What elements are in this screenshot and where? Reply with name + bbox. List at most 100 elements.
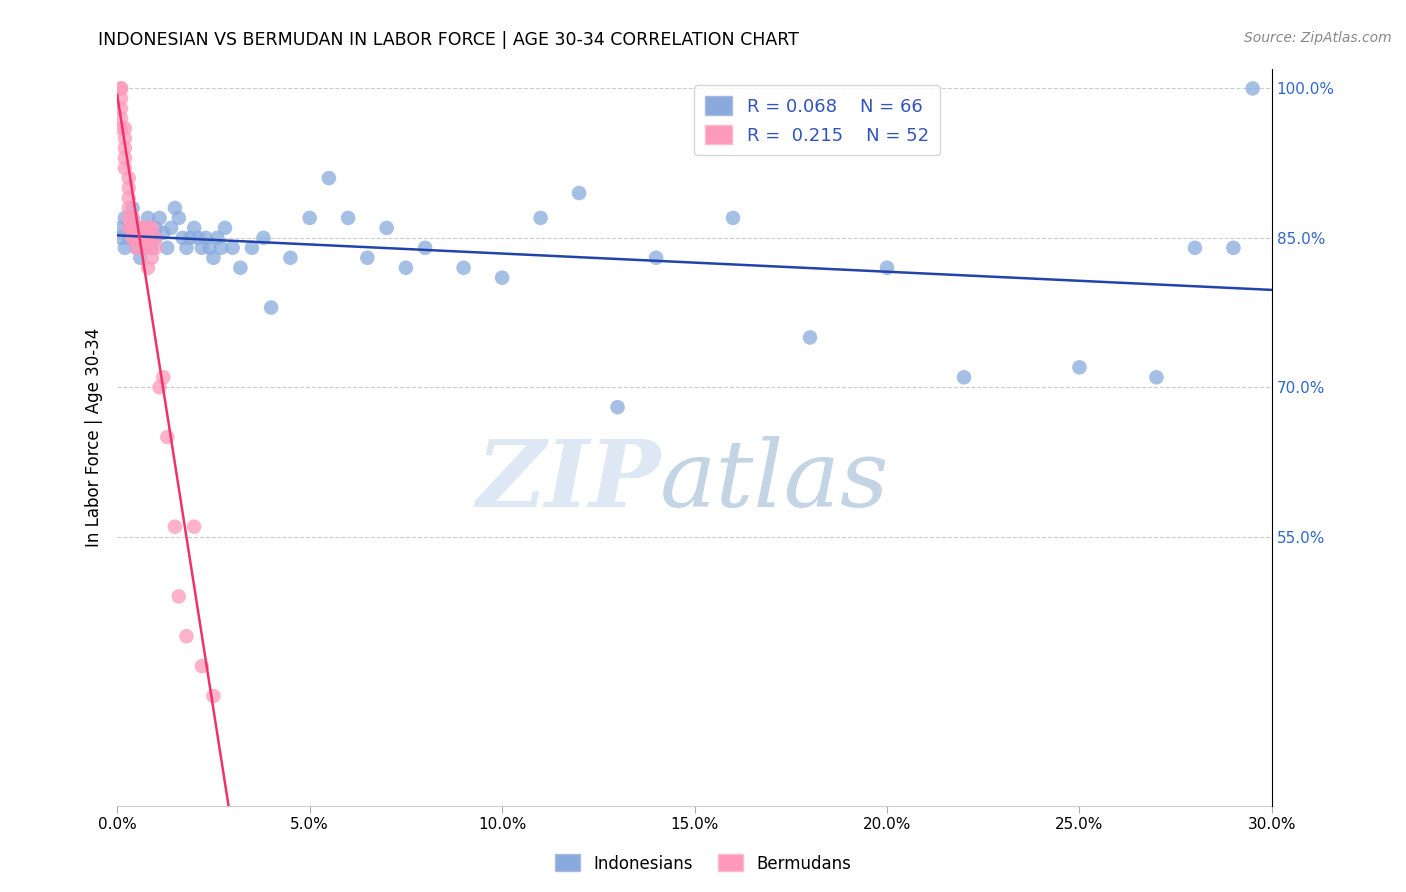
Point (375, 220, 398, 235)
Point (152, 226, 174, 240)
Point (318, 171, 340, 186)
Point (129, 220, 152, 235)
Point (1069, 360, 1091, 375)
Point (568, 186, 591, 200)
Point (121, 211, 143, 225)
Point (163, 519, 186, 533)
Point (141, 220, 163, 235)
Point (141, 231, 163, 245)
Point (114, 211, 136, 225)
Point (118, 220, 141, 235)
Point (240, 241, 263, 255)
Point (134, 220, 156, 235)
Point (145, 241, 167, 255)
Point (125, 220, 148, 235)
Point (134, 231, 156, 245)
Point (356, 251, 378, 265)
Point (337, 211, 360, 225)
Point (118, 220, 141, 235)
Point (125, 231, 148, 245)
Point (114, 161, 136, 175)
Point (198, 241, 221, 255)
Text: Source: ZipAtlas.com: Source: ZipAtlas.com (1244, 31, 1392, 45)
Point (1184, 241, 1206, 255)
Point (145, 220, 167, 235)
Point (191, 659, 214, 673)
Point (172, 231, 194, 245)
Point (176, 241, 198, 255)
Point (121, 201, 143, 215)
Point (129, 220, 152, 235)
Point (118, 171, 141, 186)
Point (194, 231, 217, 245)
Point (1241, 81, 1264, 95)
Text: atlas: atlas (659, 436, 890, 526)
Point (136, 241, 159, 255)
Point (202, 689, 225, 703)
Point (179, 231, 201, 245)
Point (183, 519, 205, 533)
Point (645, 251, 668, 265)
Point (134, 241, 156, 255)
Point (121, 231, 143, 245)
Point (125, 241, 148, 255)
Point (129, 231, 152, 245)
Point (110, 121, 132, 136)
Point (114, 131, 136, 145)
Point (148, 211, 170, 225)
Point (129, 251, 152, 265)
Point (529, 211, 551, 225)
Point (110, 101, 132, 115)
Point (721, 211, 744, 225)
Point (876, 260, 898, 275)
Point (953, 370, 976, 384)
Point (202, 251, 225, 265)
Point (260, 301, 283, 315)
Point (163, 201, 186, 215)
Point (156, 430, 179, 444)
Point (118, 211, 141, 225)
Point (156, 241, 179, 255)
Point (141, 251, 163, 265)
Point (125, 241, 148, 255)
Point (491, 270, 513, 285)
Point (229, 260, 252, 275)
Point (799, 330, 821, 344)
Point (221, 241, 243, 255)
Point (114, 151, 136, 165)
Point (136, 220, 159, 235)
Point (207, 231, 229, 245)
Point (214, 220, 236, 235)
Point (395, 260, 418, 275)
Point (453, 260, 475, 275)
Point (191, 241, 214, 255)
Point (118, 191, 141, 205)
Point (152, 370, 174, 384)
Point (280, 251, 302, 265)
Point (136, 211, 159, 225)
Point (118, 181, 141, 195)
Point (114, 121, 136, 136)
Point (606, 400, 628, 414)
Point (298, 211, 321, 225)
Point (121, 231, 143, 245)
Point (118, 201, 141, 215)
Point (110, 231, 132, 245)
Point (136, 231, 159, 245)
Point (160, 220, 183, 235)
Point (167, 590, 190, 604)
Point (134, 241, 156, 255)
Y-axis label: In Labor Force | Age 30-34: In Labor Force | Age 30-34 (86, 327, 103, 547)
Point (125, 231, 148, 245)
Point (121, 211, 143, 225)
Point (125, 231, 148, 245)
Legend: R = 0.068    N = 66, R =  0.215    N = 52: R = 0.068 N = 66, R = 0.215 N = 52 (695, 85, 939, 155)
Point (1222, 241, 1244, 255)
Point (114, 241, 136, 255)
Point (187, 231, 209, 245)
Point (209, 241, 232, 255)
Point (145, 231, 167, 245)
Point (110, 81, 132, 95)
Legend: Indonesians, Bermudans: Indonesians, Bermudans (548, 847, 858, 880)
Point (129, 220, 152, 235)
